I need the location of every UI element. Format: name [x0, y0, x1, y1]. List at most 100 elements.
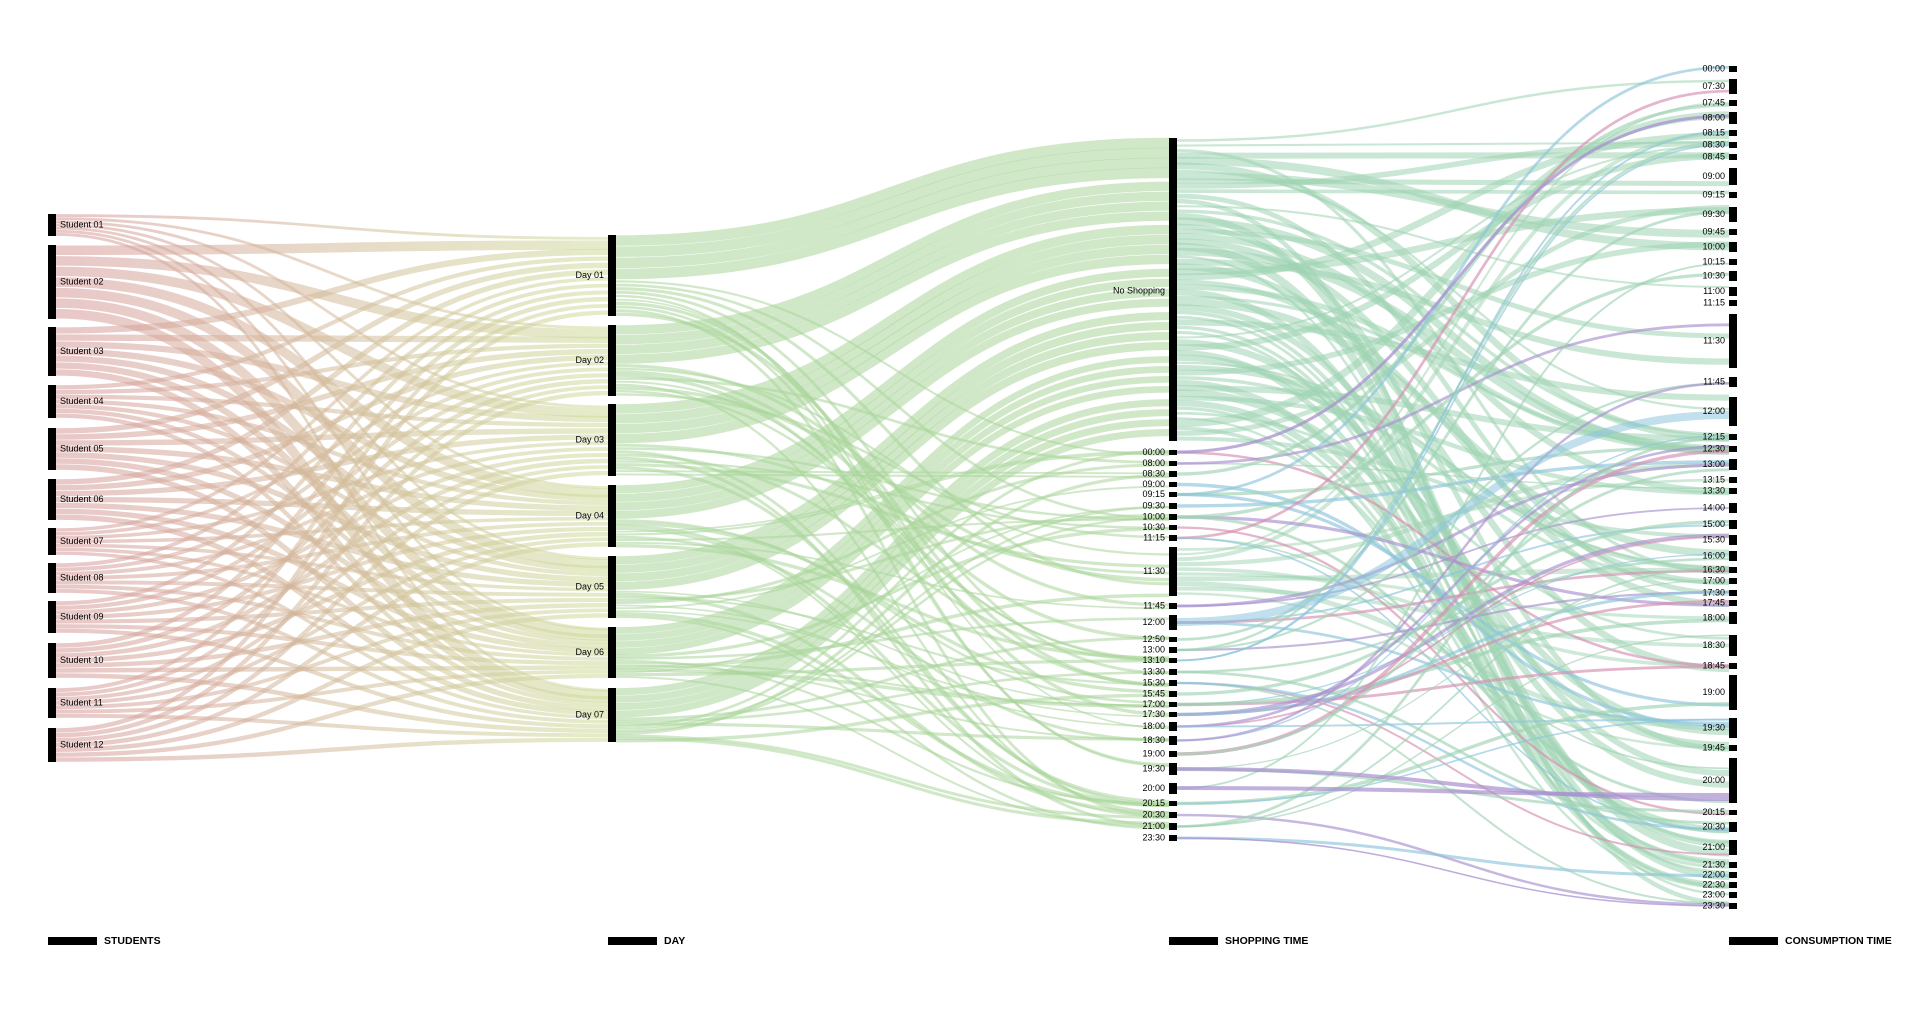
- flow-shopping-consumption: [1176, 566, 1730, 828]
- flow-student-day: [55, 470, 609, 743]
- shopping-time-node: [1169, 461, 1177, 466]
- shopping-time-label: 09:15: [1142, 489, 1165, 499]
- flow-day-noshopping: [615, 312, 1170, 565]
- consumption-time-label: 20:30: [1702, 821, 1725, 831]
- shopping-time-label: 11:15: [1143, 532, 1165, 542]
- flow-noshopping-consumption: [1176, 384, 1730, 442]
- consumption-time-label: 22:00: [1702, 869, 1725, 879]
- flow-noshopping-consumption: [1176, 310, 1730, 844]
- flow-noshopping-consumption: [1176, 389, 1730, 750]
- consumption-time-node: [1729, 100, 1737, 106]
- shopping-time-node: [1169, 702, 1177, 707]
- flow-shopping-consumption: [1176, 634, 1730, 828]
- flow-shopping-consumption: [1176, 533, 1730, 717]
- shopping-time-node: [1169, 722, 1177, 731]
- flow-student-day: [55, 458, 609, 658]
- flow-student-day: [55, 348, 609, 440]
- flow-student-day: [55, 262, 609, 434]
- flow-day-noshopping: [615, 191, 1170, 345]
- flow-student-day: [55, 514, 609, 716]
- day-label: Day 06: [575, 647, 604, 657]
- flow-shopping-consumption: [1176, 590, 1730, 652]
- legend: STUDENTS DAY SHOPPING TIME CONSUMPTION TIME: [48, 935, 1892, 947]
- day-node: [608, 235, 616, 316]
- shopping-time-label: 00:00: [1142, 447, 1165, 457]
- shopping-time-node: [1169, 547, 1177, 596]
- flow-student-day: [55, 390, 609, 738]
- flow-student-day: [55, 531, 609, 663]
- consumption-time-label: 13:00: [1702, 459, 1725, 469]
- consumption-time-node: [1729, 758, 1737, 803]
- shopping-time-label: 11:45: [1143, 600, 1165, 610]
- student-node: [48, 643, 56, 678]
- shopping-time-node: [1169, 637, 1177, 642]
- consumption-time-node: [1729, 675, 1737, 710]
- student-label: Student 05: [60, 443, 104, 453]
- consumption-time-label: 11:30: [1703, 335, 1725, 345]
- day-label: Day 02: [575, 355, 604, 365]
- shopping-time-label: 18:00: [1142, 721, 1165, 731]
- student-node: [48, 428, 56, 470]
- flow-student-day: [55, 310, 609, 733]
- student-label: Student 11: [60, 697, 103, 707]
- consumption-time-node: [1729, 154, 1737, 160]
- flow-day-shopping: [615, 722, 1170, 741]
- flow-shopping-consumption: [1176, 520, 1730, 696]
- flow-student-day: [55, 673, 609, 757]
- consumption-time-label: 19:45: [1702, 742, 1725, 752]
- shopping-time-node: [1169, 801, 1177, 806]
- flow-student-day: [55, 737, 609, 762]
- flow-student-day: [55, 434, 609, 497]
- consumption-time-node: [1729, 535, 1737, 545]
- consumption-time-label: 12:00: [1702, 406, 1725, 416]
- flow-student-day: [55, 526, 609, 620]
- shopping-time-node: [1169, 783, 1177, 794]
- consumption-time-label: 08:30: [1702, 139, 1725, 149]
- flow-shopping-consumption: [1176, 382, 1730, 742]
- consumption-time-node: [1729, 590, 1737, 596]
- flow-noshopping-consumption: [1176, 295, 1730, 450]
- shopping-time-label: 12:50: [1142, 634, 1165, 644]
- flow-student-day: [55, 542, 609, 748]
- flow-shopping-consumption: [1176, 670, 1730, 825]
- consumption-time-label: 17:45: [1702, 597, 1725, 607]
- flow-day-noshopping: [615, 201, 1170, 355]
- consumption-time-node: [1729, 822, 1737, 832]
- shopping-time-label: 13:00: [1142, 644, 1165, 654]
- shopping-time-node: [1169, 712, 1177, 717]
- day-node: [608, 325, 616, 396]
- flow-student-day: [55, 256, 609, 390]
- flow-shopping-consumption: [1176, 681, 1730, 831]
- flow-day-noshopping: [615, 278, 1170, 502]
- student-node: [48, 728, 56, 762]
- shopping-time-label: 10:00: [1142, 511, 1165, 521]
- flow-shopping-consumption: [1176, 468, 1730, 756]
- shopping-time-label: 11:30: [1143, 566, 1165, 576]
- flow-shopping-consumption: [1176, 103, 1730, 476]
- shopping-time-label: 13:10: [1142, 655, 1165, 665]
- consumption-time-label: 15:00: [1702, 519, 1725, 529]
- flow-day-noshopping: [615, 244, 1170, 434]
- consumption-time-node: [1729, 271, 1737, 281]
- flow-day-shopping: [615, 636, 1170, 721]
- shopping-time-node: [1169, 450, 1177, 455]
- flow-shopping-consumption: [1176, 462, 1730, 490]
- flow-shopping-consumption: [1176, 89, 1730, 540]
- student-label: Student 09: [60, 611, 104, 621]
- flow-student-day: [55, 394, 609, 428]
- flow-shopping-consumption: [1176, 665, 1730, 706]
- student-label: Student 10: [60, 655, 104, 665]
- legend-students-label: STUDENTS: [104, 935, 161, 947]
- student-node: [48, 214, 56, 236]
- flow-day-noshopping: [615, 341, 1170, 590]
- consumption-time-node: [1729, 872, 1737, 878]
- flow-student-day: [55, 256, 609, 339]
- student-label: Student 01: [60, 219, 104, 229]
- consumption-time-label: 16:00: [1702, 550, 1725, 560]
- flow-day-noshopping: [615, 268, 1170, 494]
- consumption-time-label: 10:00: [1702, 241, 1725, 251]
- flow-noshopping-consumption: [1176, 365, 1730, 572]
- consumption-time-label: 07:45: [1702, 97, 1725, 107]
- flow-day-shopping: [615, 592, 1170, 815]
- flow-shopping-consumption: [1176, 682, 1730, 856]
